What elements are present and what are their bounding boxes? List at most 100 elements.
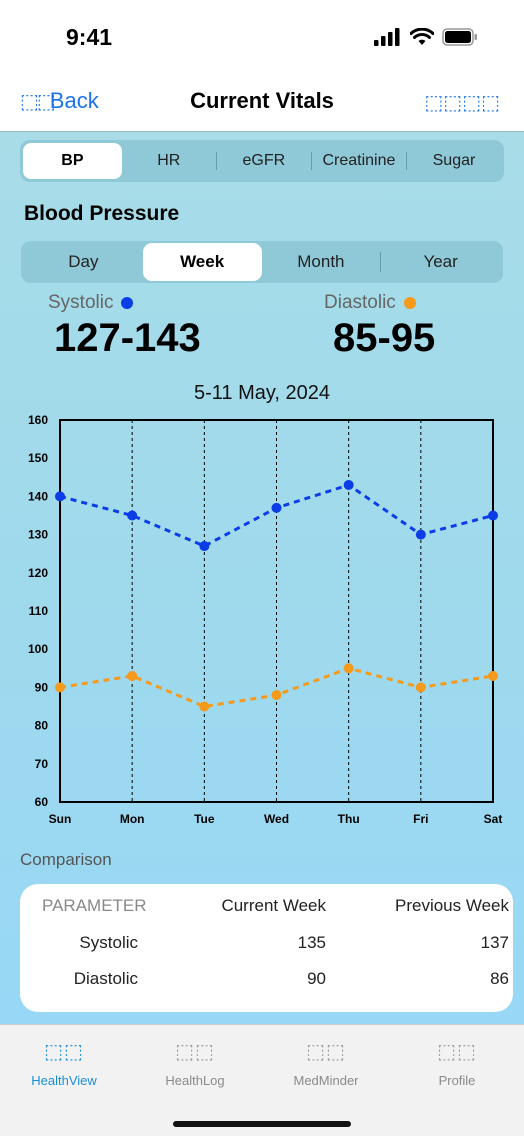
tab-healthview-label: HealthView: [31, 1073, 97, 1088]
data-point: [271, 502, 282, 513]
time-range-segmented-control: Day Week Month Year: [21, 241, 503, 283]
comparison-title: Comparison: [20, 850, 112, 869]
segment-divider: [215, 152, 217, 170]
status-bar: 9:41: [0, 0, 524, 78]
nav-actions[interactable]: ⬚⬚⬚⬚: [424, 90, 500, 115]
systolic-label-row: Systolic: [48, 292, 201, 314]
data-point: [271, 690, 282, 701]
y-tick-label: 90: [35, 680, 49, 694]
tab-hr[interactable]: HR: [157, 152, 181, 169]
table-header-current-week: Current Week: [221, 896, 326, 915]
comparison-table: PARAMETER Current Week Previous Week Sys…: [20, 884, 513, 1012]
x-tick-label: Fri: [413, 812, 428, 826]
vital-type-segmented-control: BP HR eGFR Creatinine Sugar: [20, 140, 504, 182]
y-tick-label: 110: [29, 604, 49, 618]
status-time: 9:41: [66, 24, 113, 50]
table-header-parameter: PARAMETER: [42, 896, 147, 915]
systolic-label: Systolic: [48, 292, 114, 313]
tab-healthlog-label: HealthLog: [165, 1073, 225, 1088]
table-row-label-systolic: Systolic: [79, 933, 138, 952]
tab-healthview[interactable]: ⬚⬚ HealthView: [9, 1039, 119, 1088]
x-tick-label: Sun: [49, 812, 72, 826]
systolic-value: 127-143: [54, 316, 201, 360]
tab-week[interactable]: Week: [142, 243, 262, 281]
diastolic-value: 85-95: [333, 316, 436, 360]
tab-day[interactable]: Day: [68, 252, 99, 271]
data-point: [199, 701, 210, 712]
y-tick-label: 120: [28, 566, 48, 580]
systolic-metric: Systolic 127-143: [48, 292, 201, 361]
diastolic-label: Diastolic: [324, 292, 396, 313]
data-point: [343, 663, 354, 674]
y-tick-label: 70: [35, 757, 49, 771]
data-point: [415, 529, 426, 540]
wifi-icon: [410, 28, 434, 45]
share-icon[interactable]: ⬚⬚⬚⬚: [424, 92, 500, 114]
vitals-content: BP HR eGFR Creatinine Sugar Blood Pressu…: [0, 132, 524, 1024]
y-tick-label: 160: [28, 413, 48, 427]
tab-creatinine[interactable]: Creatinine: [322, 152, 396, 169]
data-point: [343, 479, 354, 490]
cellular-signal-icon: [374, 28, 400, 46]
med-minder-icon: ⬚⬚: [306, 1041, 346, 1063]
y-tick-label: 80: [35, 719, 49, 733]
health-view-icon: ⬚⬚: [44, 1041, 84, 1063]
data-point: [127, 510, 138, 521]
tab-healthlog[interactable]: ⬚⬚ HealthLog: [140, 1039, 250, 1088]
table-cell-diastolic-previous: 86: [490, 969, 509, 988]
plot-frame: [59, 419, 494, 803]
back-button[interactable]: ⬚⬚ Back: [20, 88, 99, 114]
tab-profile[interactable]: ⬚⬚ Profile: [402, 1039, 512, 1088]
section-title: Blood Pressure: [24, 202, 180, 225]
blood-pressure-chart: 60 70 80 90 100 110 120 130 140 150 160 Sun Mon Tue We…: [28, 413, 503, 826]
bottom-tab-bar: ⬚⬚ HealthView ⬚⬚ HealthLog ⬚⬚ MedMinder …: [0, 1024, 524, 1136]
status-icons: [374, 28, 478, 46]
data-point: [415, 682, 426, 693]
table-header-previous-week: Previous Week: [394, 896, 509, 915]
diastolic-metric: Diastolic 85-95: [324, 292, 435, 361]
table-row-label-diastolic: Diastolic: [73, 969, 138, 988]
y-tick-label: 150: [28, 451, 48, 465]
data-point: [55, 682, 65, 693]
back-label: Back: [49, 88, 99, 113]
page-title: Current Vitals: [190, 88, 334, 113]
systolic-legend-dot: [121, 297, 134, 309]
table-cell-diastolic-current: 90: [307, 969, 326, 988]
table-cell-systolic-previous: 137: [480, 933, 509, 952]
tab-sugar[interactable]: Sugar: [432, 152, 476, 169]
profile-icon: ⬚⬚: [437, 1041, 477, 1063]
data-point: [127, 670, 138, 681]
home-indicator: [173, 1121, 351, 1127]
diastolic-label-row: Diastolic: [324, 292, 435, 314]
x-tick-label: Mon: [120, 812, 145, 826]
tab-medminder-label: MedMinder: [293, 1073, 359, 1088]
x-tick-label: Sat: [484, 812, 503, 826]
y-tick-label: 140: [28, 489, 48, 503]
tab-month[interactable]: Month: [297, 252, 345, 271]
y-tick-label: 60: [35, 795, 49, 809]
data-point: [55, 491, 65, 502]
segment-divider: [380, 252, 382, 272]
navigation-bar: ⬚⬚ Back Current Vitals ⬚⬚⬚⬚: [0, 78, 524, 132]
x-tick-label: Thu: [338, 812, 360, 826]
health-log-icon: ⬚⬚: [175, 1041, 215, 1063]
data-point: [488, 670, 498, 681]
tab-egfr[interactable]: eGFR: [242, 152, 286, 169]
table-cell-systolic-current: 135: [297, 933, 326, 952]
y-tick-label: 100: [28, 642, 48, 656]
segment-divider: [310, 152, 312, 170]
diastolic-legend-dot: [403, 297, 416, 309]
battery-icon: [442, 28, 477, 46]
segment-divider: [405, 152, 407, 170]
date-range-label: 5-11 May, 2024: [193, 382, 330, 404]
tab-year[interactable]: Year: [423, 252, 458, 271]
data-point: [488, 510, 498, 521]
data-point: [199, 541, 210, 552]
y-tick-label: 130: [28, 528, 48, 542]
x-tick-label: Tue: [194, 812, 215, 826]
tab-medminder[interactable]: ⬚⬚ MedMinder: [271, 1039, 381, 1088]
chevron-left-icon: ⬚⬚: [20, 90, 56, 113]
tab-profile-label: Profile: [438, 1073, 476, 1088]
x-tick-label: Wed: [264, 812, 289, 826]
tab-bp[interactable]: BP: [23, 143, 122, 179]
